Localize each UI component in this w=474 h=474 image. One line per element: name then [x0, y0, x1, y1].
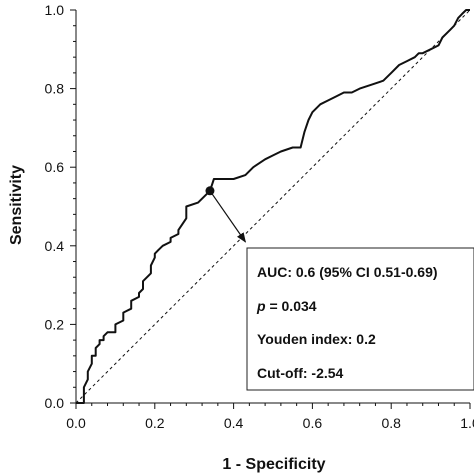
cutoff-arrow: [209, 190, 246, 243]
x-axis-title: 1 - Specificity: [222, 456, 325, 473]
x-tick-label: 0.0: [66, 415, 86, 431]
p-value: = 0.034: [266, 298, 317, 314]
reference-diagonal-line: [75, 9, 471, 404]
x-tick-label: 0.2: [145, 415, 165, 431]
y-tick-label: 1.0: [45, 2, 65, 18]
annotation-box-border: [246, 247, 474, 391]
optimal-cutoff-point: [205, 186, 215, 196]
roc-curve: [76, 9, 470, 404]
y-tick-label: 0.8: [45, 81, 65, 97]
stats-annotation-box: AUC: 0.6 (95% CI 0.51-0.69) p = 0.034 Yo…: [246, 247, 474, 391]
p-symbol: p: [256, 298, 266, 314]
x-axis-ticks: 0.0 0.2 0.4 0.6 0.8 1.0: [66, 403, 474, 431]
plot-area: [75, 9, 471, 404]
x-tick-label: 1.0: [460, 415, 474, 431]
y-tick-label: 0.6: [45, 159, 65, 175]
auc-text: AUC: 0.6 (95% CI 0.51-0.69): [257, 264, 438, 280]
cutoff-text: Cut-off: -2.54: [257, 365, 344, 381]
p-value-text: p = 0.034: [256, 298, 317, 314]
x-tick-label: 0.8: [381, 415, 401, 431]
y-tick-label: 0.2: [45, 316, 65, 332]
youden-index-text: Youden index: 0.2: [257, 331, 376, 347]
x-tick-label: 0.6: [303, 415, 323, 431]
y-axis-ticks: 0.0 0.2 0.4 0.6 0.8 1.0: [45, 2, 76, 411]
y-tick-label: 0.4: [45, 238, 65, 254]
x-tick-label: 0.4: [224, 415, 244, 431]
y-axis-title: Sensitivity: [8, 165, 25, 245]
y-tick-label: 0.0: [45, 395, 65, 411]
